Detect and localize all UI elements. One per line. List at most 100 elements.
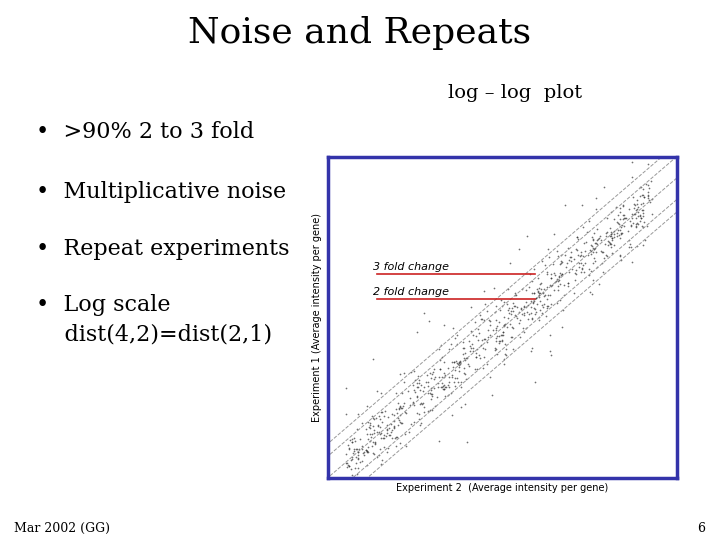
Point (556, 269, 567, 278)
Point (350, 445, 361, 454)
Point (489, 346, 500, 355)
Point (436, 372, 448, 381)
Point (592, 240, 603, 248)
Point (631, 218, 642, 227)
Point (342, 476, 354, 484)
Point (492, 332, 503, 340)
Point (628, 219, 639, 227)
Point (425, 374, 436, 382)
Point (426, 370, 438, 379)
Point (593, 235, 604, 244)
Point (488, 284, 500, 292)
Point (635, 200, 647, 208)
Point (472, 364, 483, 373)
Point (541, 270, 553, 279)
Point (503, 306, 514, 314)
Point (518, 308, 529, 317)
Point (349, 463, 361, 472)
Point (404, 428, 415, 436)
Point (458, 364, 469, 373)
Point (608, 240, 620, 249)
Point (340, 479, 351, 488)
Point (586, 233, 598, 241)
Point (354, 489, 365, 497)
Point (580, 238, 592, 246)
Point (477, 343, 489, 352)
Point (446, 373, 458, 382)
Point (436, 379, 448, 387)
Point (392, 399, 404, 408)
Point (552, 276, 564, 285)
Point (632, 203, 644, 212)
Point (614, 214, 626, 223)
Point (433, 437, 445, 445)
Point (395, 403, 407, 412)
Point (588, 229, 600, 238)
Point (351, 445, 363, 454)
Point (513, 319, 525, 328)
Point (443, 373, 454, 381)
Point (534, 288, 546, 297)
Point (340, 383, 351, 392)
Point (628, 203, 639, 212)
Text: •  >90% 2 to 3 fold: • >90% 2 to 3 fold (36, 122, 254, 144)
Point (527, 276, 539, 285)
Point (469, 364, 480, 373)
Point (616, 228, 628, 237)
Point (413, 379, 425, 387)
Point (394, 438, 405, 447)
Point (438, 385, 450, 394)
Point (399, 399, 410, 407)
Point (376, 417, 387, 426)
Point (352, 454, 364, 463)
Point (346, 471, 358, 480)
Point (449, 377, 460, 386)
Point (577, 222, 589, 231)
Point (362, 417, 374, 426)
Point (426, 406, 438, 414)
Point (528, 303, 540, 312)
Point (458, 354, 469, 362)
Point (412, 392, 423, 400)
Point (541, 301, 553, 310)
Point (526, 314, 538, 322)
Point (555, 271, 567, 279)
X-axis label: Experiment 2  (Average intensity per gene): Experiment 2 (Average intensity per gene… (396, 483, 608, 494)
Point (341, 449, 352, 458)
Point (449, 333, 461, 342)
Point (395, 418, 406, 427)
Point (461, 354, 472, 362)
Point (472, 336, 483, 345)
Point (482, 360, 493, 369)
Point (375, 408, 387, 416)
Point (438, 373, 449, 381)
Point (425, 390, 436, 399)
Point (539, 261, 550, 269)
Point (505, 306, 517, 315)
Point (470, 353, 482, 362)
Point (534, 313, 545, 322)
Point (613, 219, 624, 228)
Point (559, 201, 570, 210)
Point (362, 443, 374, 452)
Point (375, 388, 387, 397)
Point (363, 448, 374, 456)
Point (606, 230, 617, 239)
Point (426, 386, 437, 394)
Point (551, 299, 562, 307)
Point (418, 408, 429, 416)
Point (608, 227, 620, 235)
Point (499, 340, 510, 348)
Point (631, 221, 642, 230)
Text: 2 fold change: 2 fold change (374, 287, 449, 296)
Point (474, 328, 485, 337)
Point (564, 267, 575, 276)
Point (605, 230, 616, 239)
Point (481, 338, 492, 346)
Point (366, 412, 378, 421)
Text: 3 fold change: 3 fold change (374, 261, 449, 272)
Point (601, 213, 613, 222)
Point (348, 447, 360, 455)
Point (551, 276, 562, 285)
Text: 6: 6 (698, 522, 706, 535)
